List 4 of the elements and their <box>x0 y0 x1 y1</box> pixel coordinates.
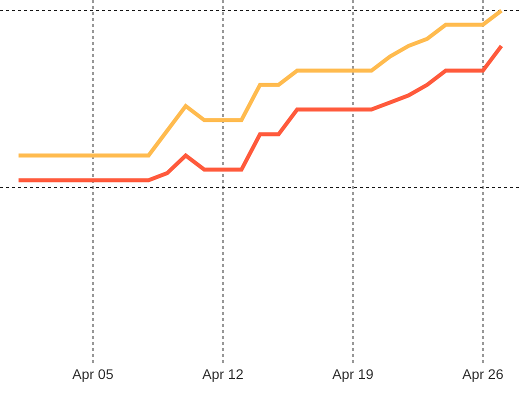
x-tick-label: Apr 26 <box>462 366 504 382</box>
x-tick-label: Apr 05 <box>72 366 114 382</box>
x-tick-label: Apr 19 <box>332 366 374 382</box>
x-tick-label: Apr 12 <box>202 366 244 382</box>
